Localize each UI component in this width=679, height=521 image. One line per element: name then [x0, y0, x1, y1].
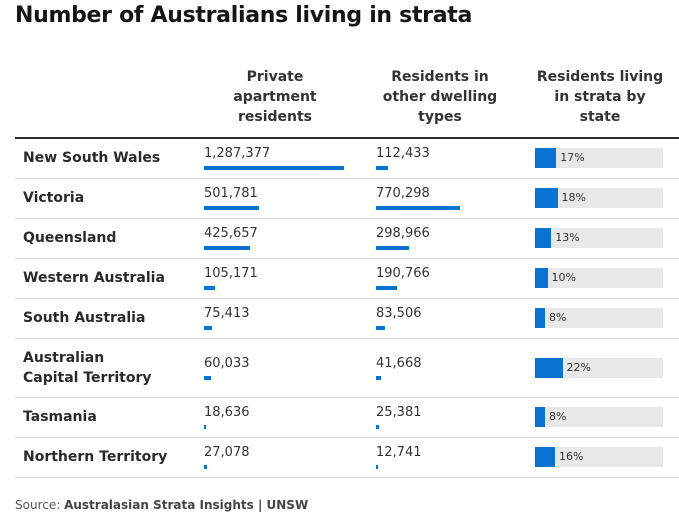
private-value-bar [204, 166, 344, 170]
column-header-private-line: apartment [233, 89, 317, 105]
column-header-share-line: in strata by [554, 89, 646, 105]
private-value-bar [204, 206, 259, 210]
share-bar [535, 188, 558, 208]
share-track: 10% [535, 268, 663, 288]
other-value-label: 25,381 [376, 405, 422, 420]
other-value-label: 190,766 [376, 266, 430, 281]
state-name: Northern Territory [23, 449, 168, 465]
share-bar [535, 447, 555, 467]
share-label: 22% [566, 361, 591, 374]
share-label: 8% [549, 410, 567, 423]
other-value-label: 770,298 [376, 186, 430, 201]
state-name: Western Australia [23, 270, 165, 286]
column-header-private: Private apartment residents [205, 67, 345, 127]
state-name: Queensland [23, 230, 117, 246]
private-value-label: 27,078 [204, 445, 250, 460]
column-header-other-line: Residents in [391, 69, 489, 85]
private-value-bar [204, 326, 213, 330]
share-bar [535, 228, 552, 248]
share-track: 8% [535, 308, 663, 328]
other-value-bar [376, 425, 379, 429]
private-value-label: 1,287,377 [204, 146, 271, 161]
private-value-bar [204, 246, 251, 250]
private-value-label: 501,781 [204, 186, 258, 201]
share-label: 13% [555, 231, 580, 244]
share-bar [535, 358, 563, 378]
share-bar [535, 148, 557, 168]
header-rule [15, 137, 679, 139]
table-row: South Australia 75,413 83,506 8% [15, 299, 679, 339]
state-name: Australian Capital Territory [23, 350, 152, 386]
share-bar [535, 308, 545, 328]
table-row: Queensland 425,657 298,966 13% [15, 219, 679, 259]
table-row: Tasmania 18,636 25,381 8% [15, 398, 679, 438]
other-value-bar [376, 206, 460, 210]
state-name: South Australia [23, 310, 146, 326]
chart-title: Number of Australians living in strata [15, 3, 473, 28]
other-value-bar [376, 326, 386, 330]
share-bar [535, 268, 548, 288]
other-value-bar [376, 166, 389, 170]
other-value-bar [376, 246, 409, 250]
private-value-bar [204, 465, 207, 469]
column-header-share-line: Residents living [536, 69, 664, 85]
table-row: Western Australia 105,171 190,766 10% [15, 259, 679, 299]
column-header-private-line: residents [237, 109, 313, 125]
column-header-other-line: types [418, 109, 462, 125]
share-label: 10% [551, 271, 576, 284]
share-label: 18% [561, 191, 586, 204]
share-track: 16% [535, 447, 663, 467]
other-value-bar [376, 465, 378, 469]
private-value-bar [204, 286, 216, 290]
source-note: Source: Australasian Strata Insights | U… [15, 498, 308, 512]
share-label: 17% [560, 151, 585, 164]
private-value-label: 75,413 [204, 306, 250, 321]
state-name: New South Wales [23, 150, 161, 166]
state-name: Tasmania [23, 409, 97, 425]
table-row: New South Wales 1,287,377 112,433 17% [15, 139, 679, 179]
other-value-label: 298,966 [376, 226, 430, 241]
share-track: 8% [535, 407, 663, 427]
private-value-bar [204, 376, 211, 380]
other-value-bar [376, 286, 397, 290]
private-value-label: 18,636 [204, 405, 250, 420]
table-row: Australian Capital Territory 60,033 41,668… [15, 339, 679, 398]
private-value-label: 105,171 [204, 266, 258, 281]
share-track: 13% [535, 228, 663, 248]
column-header-share-line: state [579, 109, 621, 125]
column-header-other-line: other dwelling [382, 89, 498, 105]
share-label: 8% [549, 311, 567, 324]
private-value-bar [204, 425, 207, 429]
share-track: 17% [535, 148, 663, 168]
state-name: Victoria [23, 190, 85, 206]
other-value-label: 83,506 [376, 306, 422, 321]
other-value-label: 12,741 [376, 445, 422, 460]
table-row: Northern Territory 27,078 12,741 16% [15, 438, 679, 478]
other-value-label: 41,668 [376, 356, 422, 371]
share-track: 18% [535, 188, 663, 208]
share-track: 22% [535, 358, 663, 378]
column-header-private-line: Private [246, 69, 304, 85]
table-row: Victoria 501,781 770,298 18% [15, 179, 679, 219]
other-value-bar [376, 376, 381, 380]
share-bar [535, 407, 545, 427]
other-value-label: 112,433 [376, 146, 430, 161]
source-prefix: Source: [15, 498, 65, 512]
share-label: 16% [559, 450, 584, 463]
source-name: Australasian Strata Insights | UNSW [64, 498, 309, 512]
column-header-other: Residents in other dwelling types [370, 67, 510, 127]
private-value-label: 425,657 [204, 226, 258, 241]
column-header-share: Residents living in strata by state [530, 67, 670, 127]
private-value-label: 60,033 [204, 356, 250, 371]
